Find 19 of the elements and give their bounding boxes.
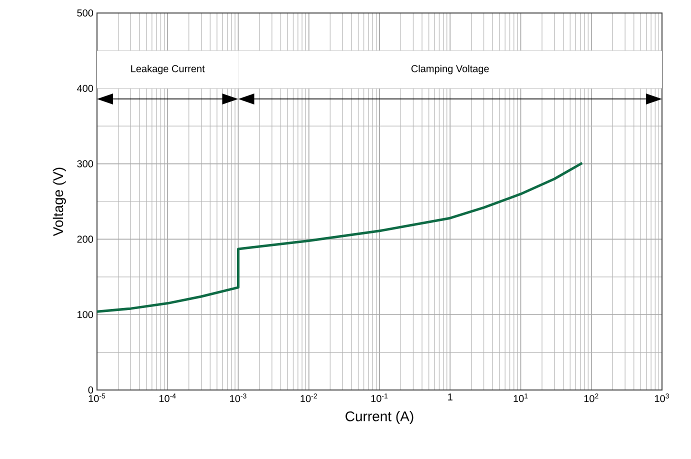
x-tick-label: 1 — [448, 394, 452, 400]
band-label: Clamping Voltage — [411, 64, 489, 74]
y-tick-label: 300 — [77, 160, 94, 168]
y-tick-label: 0 — [88, 386, 94, 394]
x-tick-label: 10$^{-5}$ — [88, 394, 106, 402]
band-label: Leakage Current — [131, 64, 205, 74]
y-tick-label: 100 — [78, 311, 94, 318]
x-tick-label: 10$^{2}$ — [584, 394, 598, 402]
x-tick-label: 10$^{-4}$ — [159, 394, 176, 402]
y-axis-title: Voltage (V) — [52, 168, 66, 236]
x-tick-label: 10$^{-2}$ — [300, 394, 317, 402]
x-tick-label: 10$^{-3}$ — [230, 394, 246, 402]
x-axis-title: Current (A) — [346, 411, 414, 424]
y-tick-label: 200 — [77, 236, 94, 243]
x-tick-label: 10$^{1}$ — [514, 394, 528, 402]
x-tick-label: 10$^{3}$ — [655, 394, 669, 402]
y-tick-label: 500 — [77, 9, 94, 17]
x-tick-label: 10$^{-1}$ — [371, 394, 388, 402]
y-tick-label: 400 — [77, 84, 94, 92]
